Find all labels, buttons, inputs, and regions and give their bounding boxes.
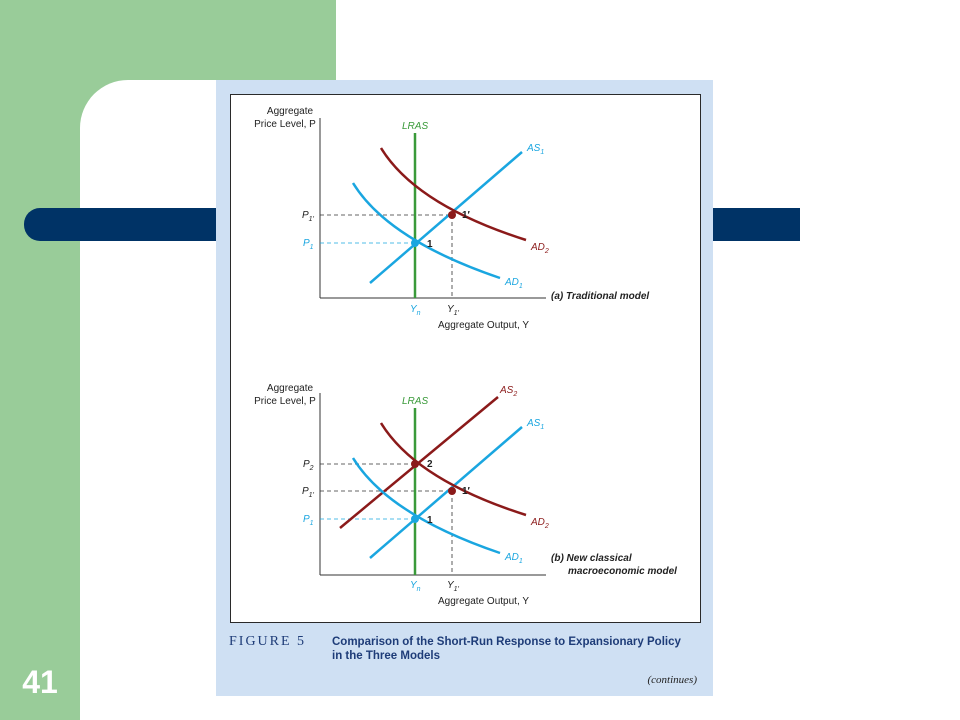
panel-b-y1prime-label: Y1′	[447, 580, 460, 593]
panel-b-ad2-label: AD2	[530, 517, 549, 530]
panel-a-y-title-2: Price Level, P	[254, 119, 316, 130]
panel-a-p1prime-label: P1′	[302, 210, 315, 223]
left-green-band	[0, 0, 80, 720]
panel-a: Aggregate Price Level, P LRAS AS1 AD2 AD…	[254, 106, 649, 331]
caption-line-1: Comparison of the Short-Run Response to …	[332, 636, 681, 648]
panel-a-model-label: (a) Traditional model	[551, 291, 649, 302]
figure-panel	[216, 80, 713, 696]
panel-b: Aggregate Price Level, P LRAS AS2 AS1 AD…	[254, 383, 677, 607]
caption-continues: (continues)	[648, 674, 698, 686]
panel-a-yn-label: Yn	[410, 304, 421, 317]
caption-figure-number: FIGURE 5	[229, 634, 306, 649]
panel-a-point-1	[411, 239, 419, 247]
panel-b-p1-label: P1	[303, 514, 314, 527]
panel-a-point-1prime	[448, 211, 456, 219]
slide-number: 41	[22, 664, 58, 700]
panel-a-lras-label: LRAS	[402, 121, 428, 132]
panel-b-y-title-2: Price Level, P	[254, 396, 316, 407]
panel-b-point-1prime	[448, 487, 456, 495]
panel-b-ad1-curve	[351, 457, 501, 555]
panel-b-x-title: Aggregate Output, Y	[438, 596, 529, 607]
panel-b-lras-label: LRAS	[402, 396, 428, 407]
panel-b-y-title-1: Aggregate	[267, 383, 314, 394]
panel-a-as1-curve	[369, 151, 523, 284]
panel-b-point-2	[411, 460, 419, 468]
panel-b-point-1	[411, 515, 419, 523]
caption-line-2: in the Three Models	[332, 650, 440, 662]
panel-b-ad1-label: AD1	[504, 552, 523, 565]
panel-b-model-label-1: (b) New classical	[551, 553, 632, 564]
panel-b-point-2-label: 2	[427, 459, 433, 470]
panel-a-y-title-1: Aggregate	[267, 106, 314, 117]
panel-a-point-1-label: 1	[427, 239, 433, 250]
panel-b-as1-curve	[369, 426, 523, 559]
title-bar-left	[24, 208, 224, 241]
panel-b-point-1prime-label: 1′	[462, 486, 471, 497]
panel-b-yn-label: Yn	[410, 580, 421, 593]
panel-b-as1-label: AS1	[526, 418, 544, 431]
panel-b-ad2-curve	[379, 422, 527, 517]
panel-b-model-label-2: macroeconomic model	[568, 566, 677, 577]
title-bar-right	[712, 208, 800, 241]
panel-a-y1prime-label: Y1′	[447, 304, 460, 317]
panel-b-point-1-label: 1	[427, 515, 433, 526]
panel-a-ad1-curve	[351, 182, 501, 280]
panel-a-ad2-label: AD2	[530, 242, 549, 255]
figure-caption: FIGURE 5 Comparison of the Short-Run Res…	[229, 634, 697, 686]
panel-a-point-1prime-label: 1′	[462, 210, 471, 221]
panel-a-x-title: Aggregate Output, Y	[438, 320, 529, 331]
panel-a-ad2-curve	[379, 147, 527, 242]
panel-b-as2-label: AS2	[499, 385, 517, 398]
panel-b-p2-label: P2	[303, 459, 314, 472]
figure-plot-area	[230, 94, 701, 623]
panel-a-ad1-label: AD1	[504, 277, 523, 290]
panel-a-p1-label: P1	[303, 238, 314, 251]
panel-b-p1prime-label: P1′	[302, 486, 315, 499]
panel-a-as1-label: AS1	[526, 143, 544, 156]
